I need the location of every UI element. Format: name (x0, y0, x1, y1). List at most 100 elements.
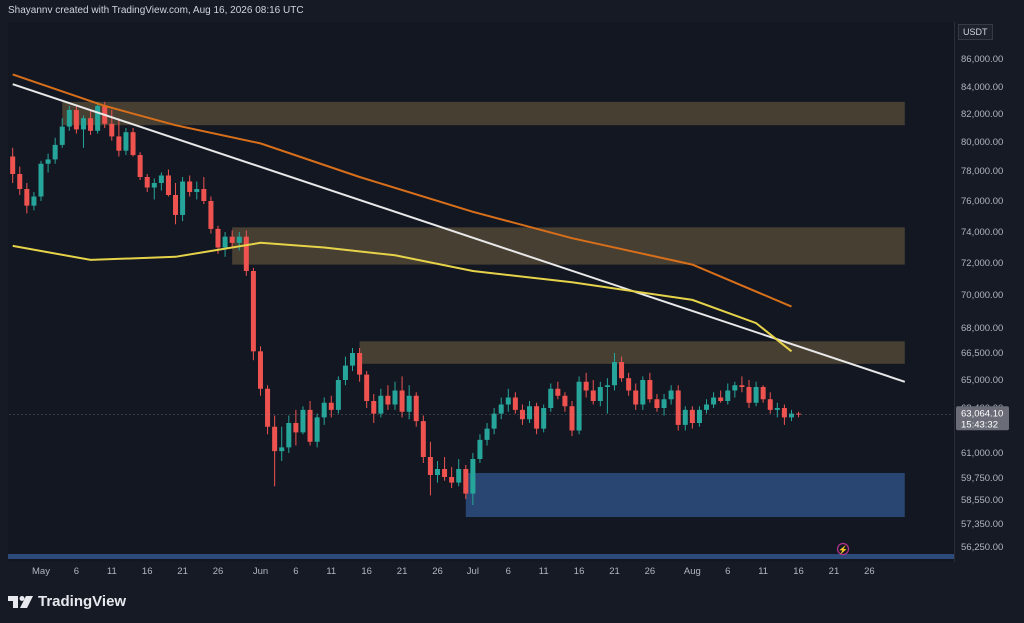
candle-body (243, 236, 249, 271)
candle-body (385, 395, 391, 405)
candle-body (229, 236, 235, 243)
candle-body (427, 457, 433, 475)
event-marker-glyph: ⚡ (838, 545, 848, 555)
candle-body (236, 236, 242, 243)
candle-body (66, 109, 72, 127)
candle-body (250, 271, 256, 352)
candle-body (17, 174, 23, 189)
supply-zone (359, 341, 905, 364)
candle-body (548, 388, 554, 408)
price-tick-label: 76,000.00 (961, 196, 1003, 207)
candle-body (491, 413, 497, 429)
trendline-line (12, 83, 906, 383)
time-tick-label: 26 (645, 566, 656, 577)
price-tick-label: 78,000.00 (961, 166, 1003, 177)
price-tick-label: 66,500.00 (961, 348, 1003, 359)
candle-body (434, 469, 440, 475)
candle-body (675, 390, 681, 425)
candle-body (24, 189, 30, 206)
candle-body (767, 399, 773, 410)
candle-body (116, 136, 122, 151)
time-tick-label: 6 (506, 566, 511, 577)
price-axis[interactable] (954, 22, 1019, 562)
candle-body (399, 390, 405, 412)
time-tick-label: 21 (397, 566, 408, 577)
time-tick-label: 6 (74, 566, 79, 577)
candle-body (257, 351, 263, 389)
candle-body (604, 385, 610, 387)
time-tick-label: 11 (539, 566, 549, 577)
candle-body (286, 423, 292, 448)
candle-body (364, 374, 370, 401)
price-tick-label: 58,550.00 (961, 495, 1003, 506)
candle-body (562, 395, 568, 407)
candle-body (633, 390, 639, 405)
candle-body (781, 408, 787, 418)
candle-body (222, 236, 228, 248)
time-tick-label: 11 (107, 566, 117, 577)
candle-body (335, 380, 341, 410)
candle-body (392, 390, 398, 405)
candle-body (760, 387, 766, 400)
time-tick-label: 16 (793, 566, 804, 577)
candle-body (130, 132, 136, 156)
price-tick-label: 82,000.00 (961, 109, 1003, 120)
candle-body (357, 353, 363, 375)
candle-body (208, 201, 214, 229)
candle-body (180, 181, 186, 215)
candle-body (420, 421, 426, 457)
supply-zone (62, 101, 905, 126)
tradingview-logo[interactable]: TradingView (8, 593, 126, 610)
candle-body (38, 163, 44, 197)
candle-body (123, 132, 129, 151)
candle-body (696, 409, 702, 423)
candle-body (732, 385, 738, 391)
price-tick-label: 68,000.00 (961, 323, 1003, 334)
price-tick-label: 56,250.00 (961, 542, 1003, 553)
currency-label[interactable]: USDT (958, 24, 993, 40)
candle-body (569, 406, 575, 431)
candle-body (45, 159, 51, 164)
candle-body (739, 385, 745, 387)
candle-body (307, 409, 313, 442)
candle-body (350, 353, 356, 366)
time-axis[interactable] (8, 562, 954, 579)
footer (0, 579, 1024, 623)
candle-body (647, 380, 653, 400)
candle-body (144, 177, 150, 188)
price-tick-label: 70,000.00 (961, 290, 1003, 301)
candle-body (505, 397, 511, 405)
candle-body (456, 469, 462, 483)
time-tick-label: 16 (142, 566, 153, 577)
candle-body (527, 406, 533, 420)
tradingview-logo-icon (8, 595, 33, 608)
candle-body (88, 118, 94, 131)
candle-body (704, 404, 710, 410)
candle-body (158, 175, 164, 183)
tradingview-logo-text: TradingView (38, 593, 127, 610)
candle-body (406, 395, 412, 412)
candle-body (10, 156, 16, 174)
time-tick-label: Aug (684, 566, 701, 577)
candle-body (300, 409, 306, 433)
price-tick-label: 65,000.00 (961, 375, 1003, 386)
chart-header: Shayannv created with TradingView.com, A… (0, 0, 1024, 22)
time-tick-label: 21 (829, 566, 840, 577)
candle-body (109, 123, 115, 137)
candle-body (449, 477, 455, 483)
candle-body (80, 118, 86, 130)
candle-body (371, 401, 377, 414)
candle-body (52, 144, 58, 160)
candle-body (668, 390, 674, 400)
candle-body (555, 388, 561, 396)
time-tick-label: 11 (758, 566, 768, 577)
candle-body (173, 195, 179, 215)
candle-body (746, 387, 752, 403)
last-price-label: 63,064.10 (961, 408, 1003, 419)
candle-body (661, 399, 667, 408)
last-price-marker (956, 406, 1009, 431)
ma_short-line (12, 241, 793, 353)
time-tick-label: 6 (293, 566, 298, 577)
candle-body (774, 408, 780, 410)
